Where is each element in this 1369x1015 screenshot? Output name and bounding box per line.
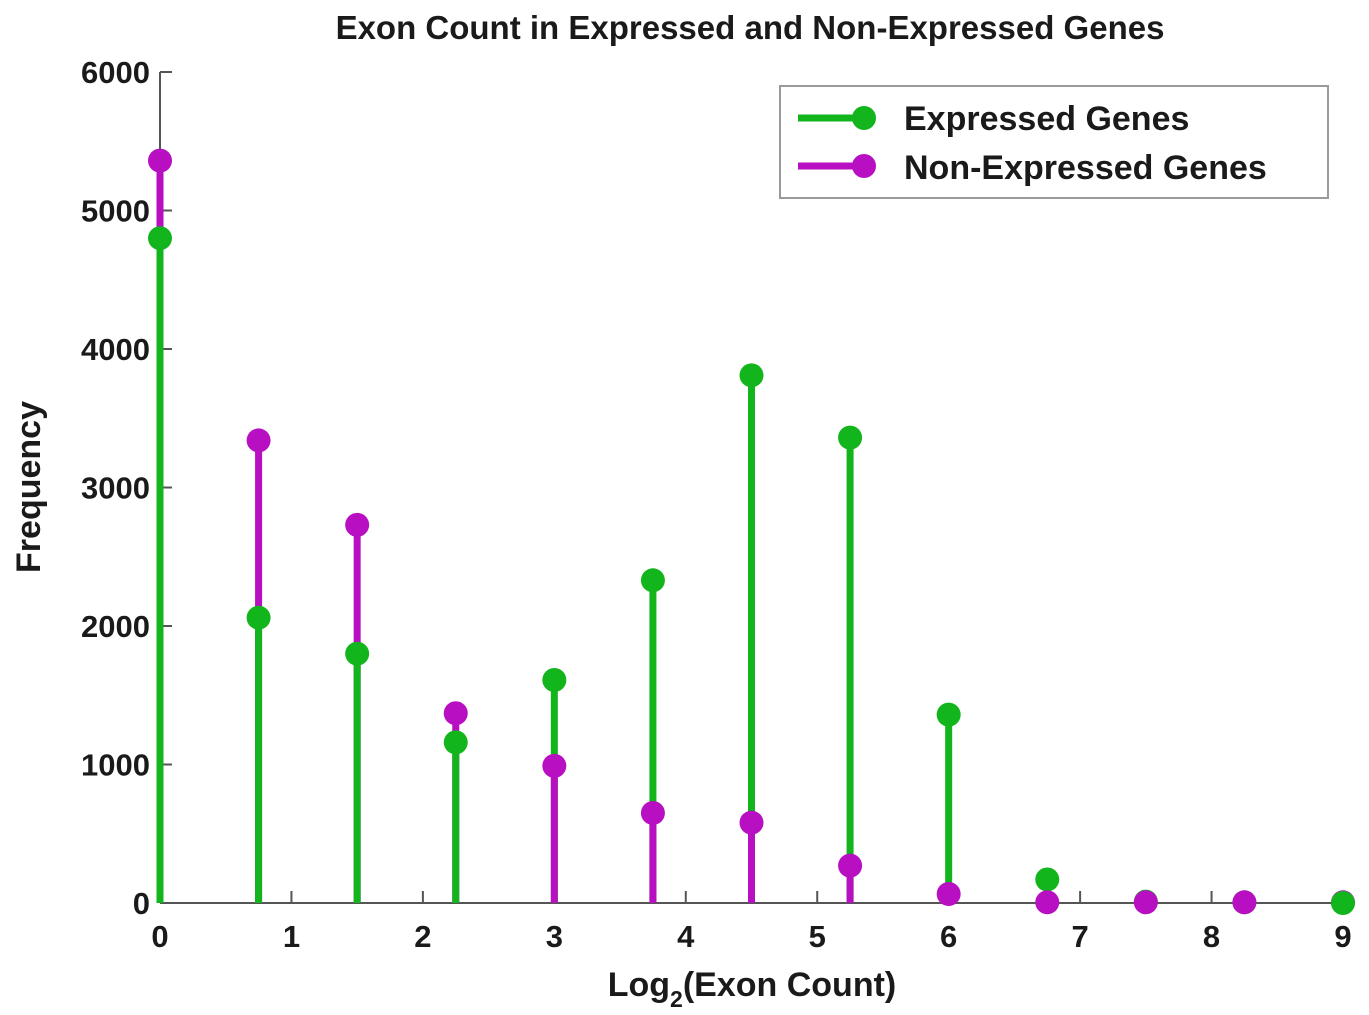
legend-label-expressed: Expressed Genes bbox=[904, 100, 1189, 138]
marker-non-expressed bbox=[739, 810, 764, 835]
marker-non-expressed bbox=[838, 853, 863, 878]
data-stems bbox=[148, 148, 1355, 915]
y-tick-label: 0 bbox=[133, 886, 150, 921]
x-tick-label: 0 bbox=[151, 919, 168, 954]
marker-non-expressed bbox=[936, 881, 961, 906]
marker-non-expressed bbox=[443, 701, 468, 726]
marker-expressed bbox=[1035, 867, 1060, 892]
legend-marker-non-expressed bbox=[852, 154, 876, 178]
marker-expressed bbox=[739, 363, 764, 388]
y-tick-label: 6000 bbox=[81, 55, 150, 90]
x-tick-label: 1 bbox=[283, 919, 300, 954]
x-tick-label: 8 bbox=[1203, 919, 1220, 954]
marker-non-expressed bbox=[640, 800, 665, 825]
marker-non-expressed bbox=[1232, 890, 1257, 915]
legend-box bbox=[779, 85, 1329, 199]
marker-non-expressed bbox=[148, 148, 172, 173]
marker-non-expressed bbox=[1035, 890, 1060, 915]
y-tick-label: 5000 bbox=[81, 194, 150, 229]
chart-title: Exon Count in Expressed and Non-Expresse… bbox=[336, 9, 1165, 46]
marker-non-expressed bbox=[1133, 890, 1158, 915]
marker-expressed bbox=[246, 605, 271, 630]
y-tick-label: 2000 bbox=[81, 609, 150, 644]
legend-marker-expressed bbox=[852, 106, 876, 130]
marker-expressed bbox=[345, 641, 370, 666]
y-tick-label: 1000 bbox=[81, 748, 150, 783]
x-tick-label: 7 bbox=[1071, 919, 1088, 954]
x-tick-label: 4 bbox=[677, 919, 695, 954]
x-tick-label: 3 bbox=[546, 919, 563, 954]
x-tick-label: 5 bbox=[809, 919, 826, 954]
x-axis-label-main: Log bbox=[608, 966, 670, 1004]
legend-label-non-expressed: Non-Expressed Genes bbox=[904, 149, 1267, 187]
marker-non-expressed bbox=[542, 753, 567, 778]
legend: Expressed Genes Non-Expressed Genes bbox=[779, 85, 1329, 199]
marker-expressed bbox=[838, 425, 863, 450]
x-tick-label: 2 bbox=[414, 919, 431, 954]
axes: 0 1000 2000 3000 4000 5000 6000 0 1 2 3 4 5 6 7 8 9 bbox=[81, 55, 1352, 954]
marker-expressed bbox=[640, 568, 665, 593]
x-axis-label-rest: (Exon Count) bbox=[683, 966, 896, 1004]
marker-expressed bbox=[1331, 891, 1355, 915]
marker-expressed bbox=[443, 730, 468, 755]
marker-non-expressed bbox=[246, 428, 271, 453]
x-axis-label: Log2(Exon Count) bbox=[608, 966, 897, 1012]
marker-non-expressed bbox=[345, 512, 370, 537]
x-axis-label-subscript: 2 bbox=[670, 986, 683, 1012]
y-tick-label: 3000 bbox=[81, 471, 150, 506]
y-tick-label: 4000 bbox=[81, 332, 150, 367]
x-tick-label: 9 bbox=[1334, 919, 1351, 954]
marker-expressed bbox=[936, 702, 961, 727]
marker-expressed bbox=[542, 668, 567, 693]
x-tick-label: 6 bbox=[940, 919, 957, 954]
marker-expressed bbox=[148, 226, 172, 251]
y-axis-label: Frequency bbox=[10, 401, 48, 573]
